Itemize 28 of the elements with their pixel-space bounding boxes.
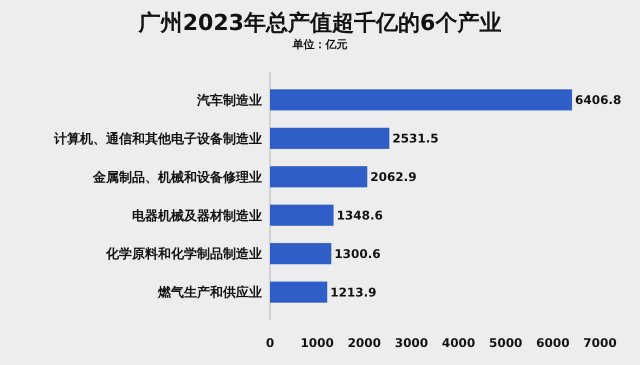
y-tick-label: 汽车制造业 (196, 92, 262, 108)
x-tick-label: 3000 (394, 336, 428, 350)
data-label: 2531.5 (392, 132, 439, 146)
y-tick-label: 金属制品、机械和设备修理业 (92, 169, 262, 186)
data-label: 2062.9 (370, 170, 417, 184)
bar (270, 282, 328, 303)
y-tick-label: 计算机、通信和其他电子设备制造业 (53, 130, 262, 147)
data-label: 1213.9 (330, 285, 377, 300)
x-tick-label: 0 (266, 336, 274, 350)
chart-title: 广州2023年总产值超千亿的6个产业 (138, 10, 502, 36)
bar (270, 204, 334, 226)
chart-subtitle: 单位：亿元 (292, 38, 348, 51)
x-tick-label: 5000 (489, 336, 522, 350)
bar (270, 128, 390, 149)
y-tick-label: 电器机械及器材制造业 (132, 208, 262, 224)
data-label: 1300.6 (334, 246, 381, 261)
x-tick-label: 2000 (348, 336, 381, 350)
x-tick-label: 7000 (583, 336, 617, 350)
bar (270, 243, 332, 264)
bar (270, 166, 368, 188)
data-label: 1348.6 (336, 208, 383, 222)
data-label: 6406.8 (575, 93, 622, 108)
x-tick-label: 4000 (442, 336, 476, 350)
bar (270, 89, 572, 110)
x-tick-label: 1000 (300, 336, 334, 350)
x-tick-label: 6000 (536, 336, 570, 350)
y-tick-label: 燃气生产和供应业 (157, 284, 262, 301)
y-tick-label: 化学原料和化学制品制造业 (105, 246, 262, 262)
